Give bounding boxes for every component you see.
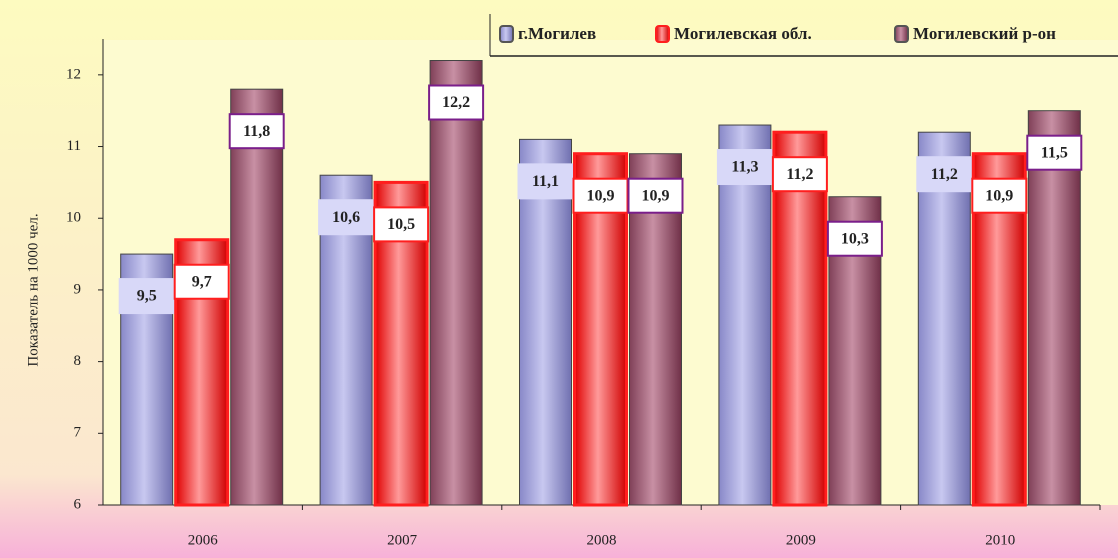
legend-swatch	[499, 25, 514, 43]
x-tick-label: 2008	[587, 532, 617, 548]
bar	[519, 138, 572, 506]
value-label: 11,5	[1041, 144, 1068, 161]
value-label: 11,2	[786, 166, 813, 183]
bar	[917, 131, 971, 506]
y-tick-label: 9	[74, 281, 82, 297]
legend-label: Могилевский р-он	[913, 24, 1056, 43]
value-label-box	[1026, 134, 1083, 171]
value-label-box	[627, 177, 684, 214]
bar	[429, 60, 483, 506]
value-label-box	[118, 278, 175, 315]
value-label: 11,3	[731, 159, 758, 176]
value-label: 10,3	[841, 230, 869, 247]
value-label: 11,2	[931, 166, 958, 183]
x-tick-label: 2006	[188, 532, 219, 548]
value-label: 10,9	[985, 187, 1013, 204]
value-label: 10,5	[387, 216, 415, 233]
legend-label: Могилевская обл.	[674, 24, 812, 43]
legend-swatch	[655, 25, 670, 43]
bar	[1027, 110, 1081, 506]
value-label: 10,9	[587, 187, 615, 204]
legend-swatch	[894, 25, 909, 43]
bar	[230, 88, 284, 506]
value-label: 12,2	[442, 94, 470, 111]
value-label-box	[428, 84, 485, 121]
value-label-box	[228, 113, 285, 150]
value-label-box	[971, 177, 1028, 214]
y-tick-label: 8	[74, 353, 82, 369]
value-label: 11,1	[532, 173, 559, 190]
y-axis-label: Показатель на 1000 чел.	[25, 213, 41, 366]
value-label: 9,5	[137, 288, 157, 305]
x-tick-label: 2007	[387, 532, 418, 548]
legend-label: г.Могилев	[518, 24, 596, 43]
bar	[718, 124, 772, 506]
y-tick-label: 7	[74, 425, 82, 441]
value-label-box	[318, 199, 375, 236]
value-label-box	[572, 177, 629, 214]
x-tick-label: 2010	[985, 532, 1015, 548]
value-label-box	[916, 156, 973, 193]
bar	[772, 130, 828, 507]
value-label-box	[173, 263, 230, 300]
y-tick-label: 6	[74, 496, 82, 512]
value-label: 11,8	[243, 123, 270, 140]
value-label: 10,6	[332, 209, 360, 226]
value-label: 9,7	[192, 273, 212, 290]
value-label-box	[826, 220, 883, 257]
value-label: 10,9	[642, 187, 670, 204]
y-tick-label: 12	[66, 66, 81, 82]
y-tick-label: 11	[67, 138, 81, 154]
value-label-box	[373, 206, 430, 243]
value-label-box	[771, 156, 828, 193]
y-tick-label: 10	[66, 210, 81, 226]
x-tick-label: 2009	[786, 532, 816, 548]
